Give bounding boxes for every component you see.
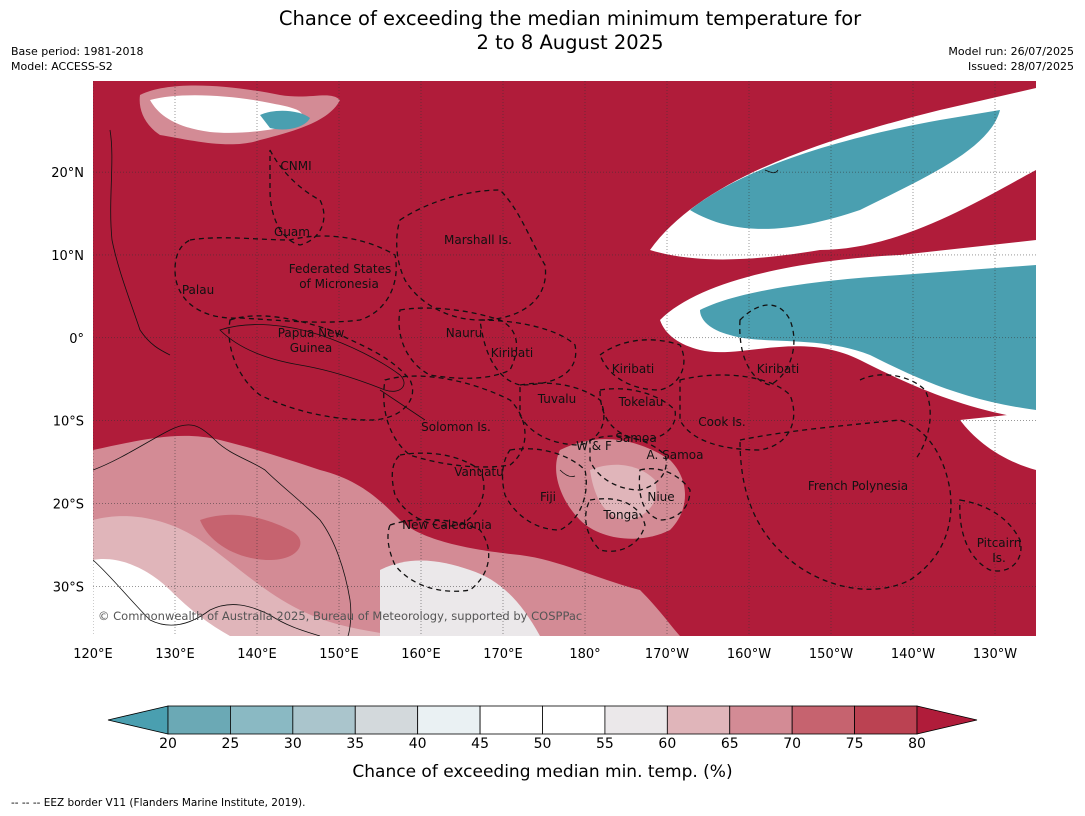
region-label: Kiribati [757, 362, 799, 376]
region-label: of Micronesia [299, 277, 379, 291]
colorbar-tick-label: 20 [159, 736, 177, 752]
colorbar [107, 705, 978, 735]
colorbar-tick-label: 65 [720, 736, 739, 752]
model-name: Model: ACCESS-S2 [11, 60, 113, 73]
region-label: Samoa [615, 431, 656, 445]
lat-tick-label: 10°N [51, 249, 84, 264]
lat-tick-label: 0° [69, 332, 84, 347]
region-label: CNMI [280, 159, 311, 173]
colorbar-segment [542, 705, 606, 735]
lat-tick-label: 20°N [51, 166, 84, 181]
region-label: A. Samoa [647, 448, 704, 462]
region-label: Is. [992, 551, 1006, 565]
region-label: Kiribati [612, 362, 654, 376]
region-label: Solomon Is. [421, 420, 491, 434]
region-label: Marshall Is. [444, 233, 512, 247]
colorbar-segment [292, 705, 356, 735]
title-line-2: 2 to 8 August 2025 [476, 31, 664, 54]
colorbar-segment [791, 705, 855, 735]
lat-tick-label: 20°S [53, 497, 84, 512]
region-label: Fiji [540, 490, 556, 504]
region-label: Guinea [290, 341, 333, 355]
eez-footnote: -- -- -- EEZ border V11 (Flanders Marine… [11, 797, 306, 809]
colorbar-tick-label: 35 [346, 736, 365, 752]
chart-title: Chance of exceeding the median minimum t… [0, 7, 1085, 55]
lat-tick-label: 10°S [53, 415, 84, 430]
lon-tick-label: 160°E [401, 647, 441, 662]
lon-tick-label: 130°E [155, 647, 195, 662]
colorbar-over-arrow [916, 705, 978, 735]
region-label: New Caledonia [402, 518, 492, 532]
copyright-notice: © Commonwealth of Australia 2025, Bureau… [98, 609, 582, 623]
region-label: Tuvalu [537, 392, 577, 406]
region-label: Cook Is. [698, 415, 745, 429]
mixed-anomaly-australia [93, 435, 680, 636]
colorbar-tick-labels: 20 25 30 35 40 45 50 55 60 65 70 75 80 [0, 736, 1085, 756]
region-label: Guam [274, 225, 310, 239]
colorbar-segment [729, 705, 793, 735]
colorbar-tick-label: 75 [845, 736, 864, 752]
colorbar-tick-label: 80 [908, 736, 926, 752]
lon-tick-label: 150°E [319, 647, 359, 662]
lat-tick-label: 30°S [53, 580, 84, 595]
colorbar-segment [354, 705, 419, 735]
issued-date: Issued: 28/07/2025 [967, 60, 1074, 73]
colorbar-segment [417, 705, 481, 735]
colorbar-under-arrow [107, 705, 169, 735]
region-label: Nauru [446, 326, 482, 340]
lon-tick-label: 170°E [483, 647, 523, 662]
mixed-anomaly-north-west [139, 85, 340, 145]
coastlines [93, 129, 779, 636]
cool-anomaly-north-east [650, 88, 1036, 470]
region-label: W & F [576, 439, 612, 453]
region-label: French Polynesia [808, 479, 908, 493]
region-label: Kiribati [491, 346, 533, 360]
base-period: Base period: 1981-2018 [11, 45, 144, 58]
graticule [93, 81, 1036, 636]
colorbar-segment [666, 705, 731, 735]
colorbar-segment [167, 705, 231, 735]
region-label: Tokelau [618, 395, 664, 409]
colorbar-tick-label: 30 [283, 736, 302, 752]
lon-tick-label: 120°E [73, 647, 113, 662]
colorbar-tick-label: 55 [595, 736, 614, 752]
axis-labels: 120°E 130°E 140°E 150°E 160°E 170°E 180° 170°W 1… [51, 166, 1017, 662]
eez-borders [174, 149, 1022, 592]
region-label: Niue [647, 490, 674, 504]
meta-right: Model run: 26/07/2025 Issued: 28/07/2025 [948, 44, 1074, 74]
region-label: Tonga [602, 508, 638, 522]
model-run: Model run: 26/07/2025 [948, 45, 1074, 58]
colorbar-tick-label: 70 [783, 736, 802, 752]
region-label: Papua New [278, 326, 345, 340]
colorbar-tick-label: 40 [408, 736, 427, 752]
lon-tick-label: 130°W [973, 647, 1017, 662]
colorbar-label: Chance of exceeding median min. temp. (%… [352, 762, 733, 782]
lon-tick-label: 150°W [809, 647, 853, 662]
map-area: © Commonwealth of Australia 2025, Bureau… [93, 81, 1036, 636]
colorbar-tick-label: 25 [221, 736, 240, 752]
meta-left: Base period: 1981-2018 Model: ACCESS-S2 [11, 44, 143, 74]
region-label: Vanuatu [454, 465, 504, 479]
colorbar-segment [854, 705, 918, 735]
title-line-1: Chance of exceeding the median minimum t… [278, 7, 862, 30]
colorbar-tick-label: 60 [658, 736, 677, 752]
colorbar-segment [604, 705, 668, 735]
colorbar-tick-label: 50 [533, 736, 552, 752]
lon-tick-label: 170°W [645, 647, 689, 662]
colorbar-tick-label: 45 [471, 736, 489, 752]
colorbar-segment [230, 705, 294, 735]
colorbar-segment [479, 705, 543, 735]
lon-tick-label: 140°E [237, 647, 277, 662]
region-label: Palau [182, 283, 214, 297]
region-label: Federated States [289, 262, 391, 276]
lon-tick-label: 180° [569, 647, 600, 662]
region-label: Pitcairn [977, 536, 1022, 550]
lon-tick-label: 160°W [727, 647, 771, 662]
lon-tick-label: 140°W [891, 647, 935, 662]
